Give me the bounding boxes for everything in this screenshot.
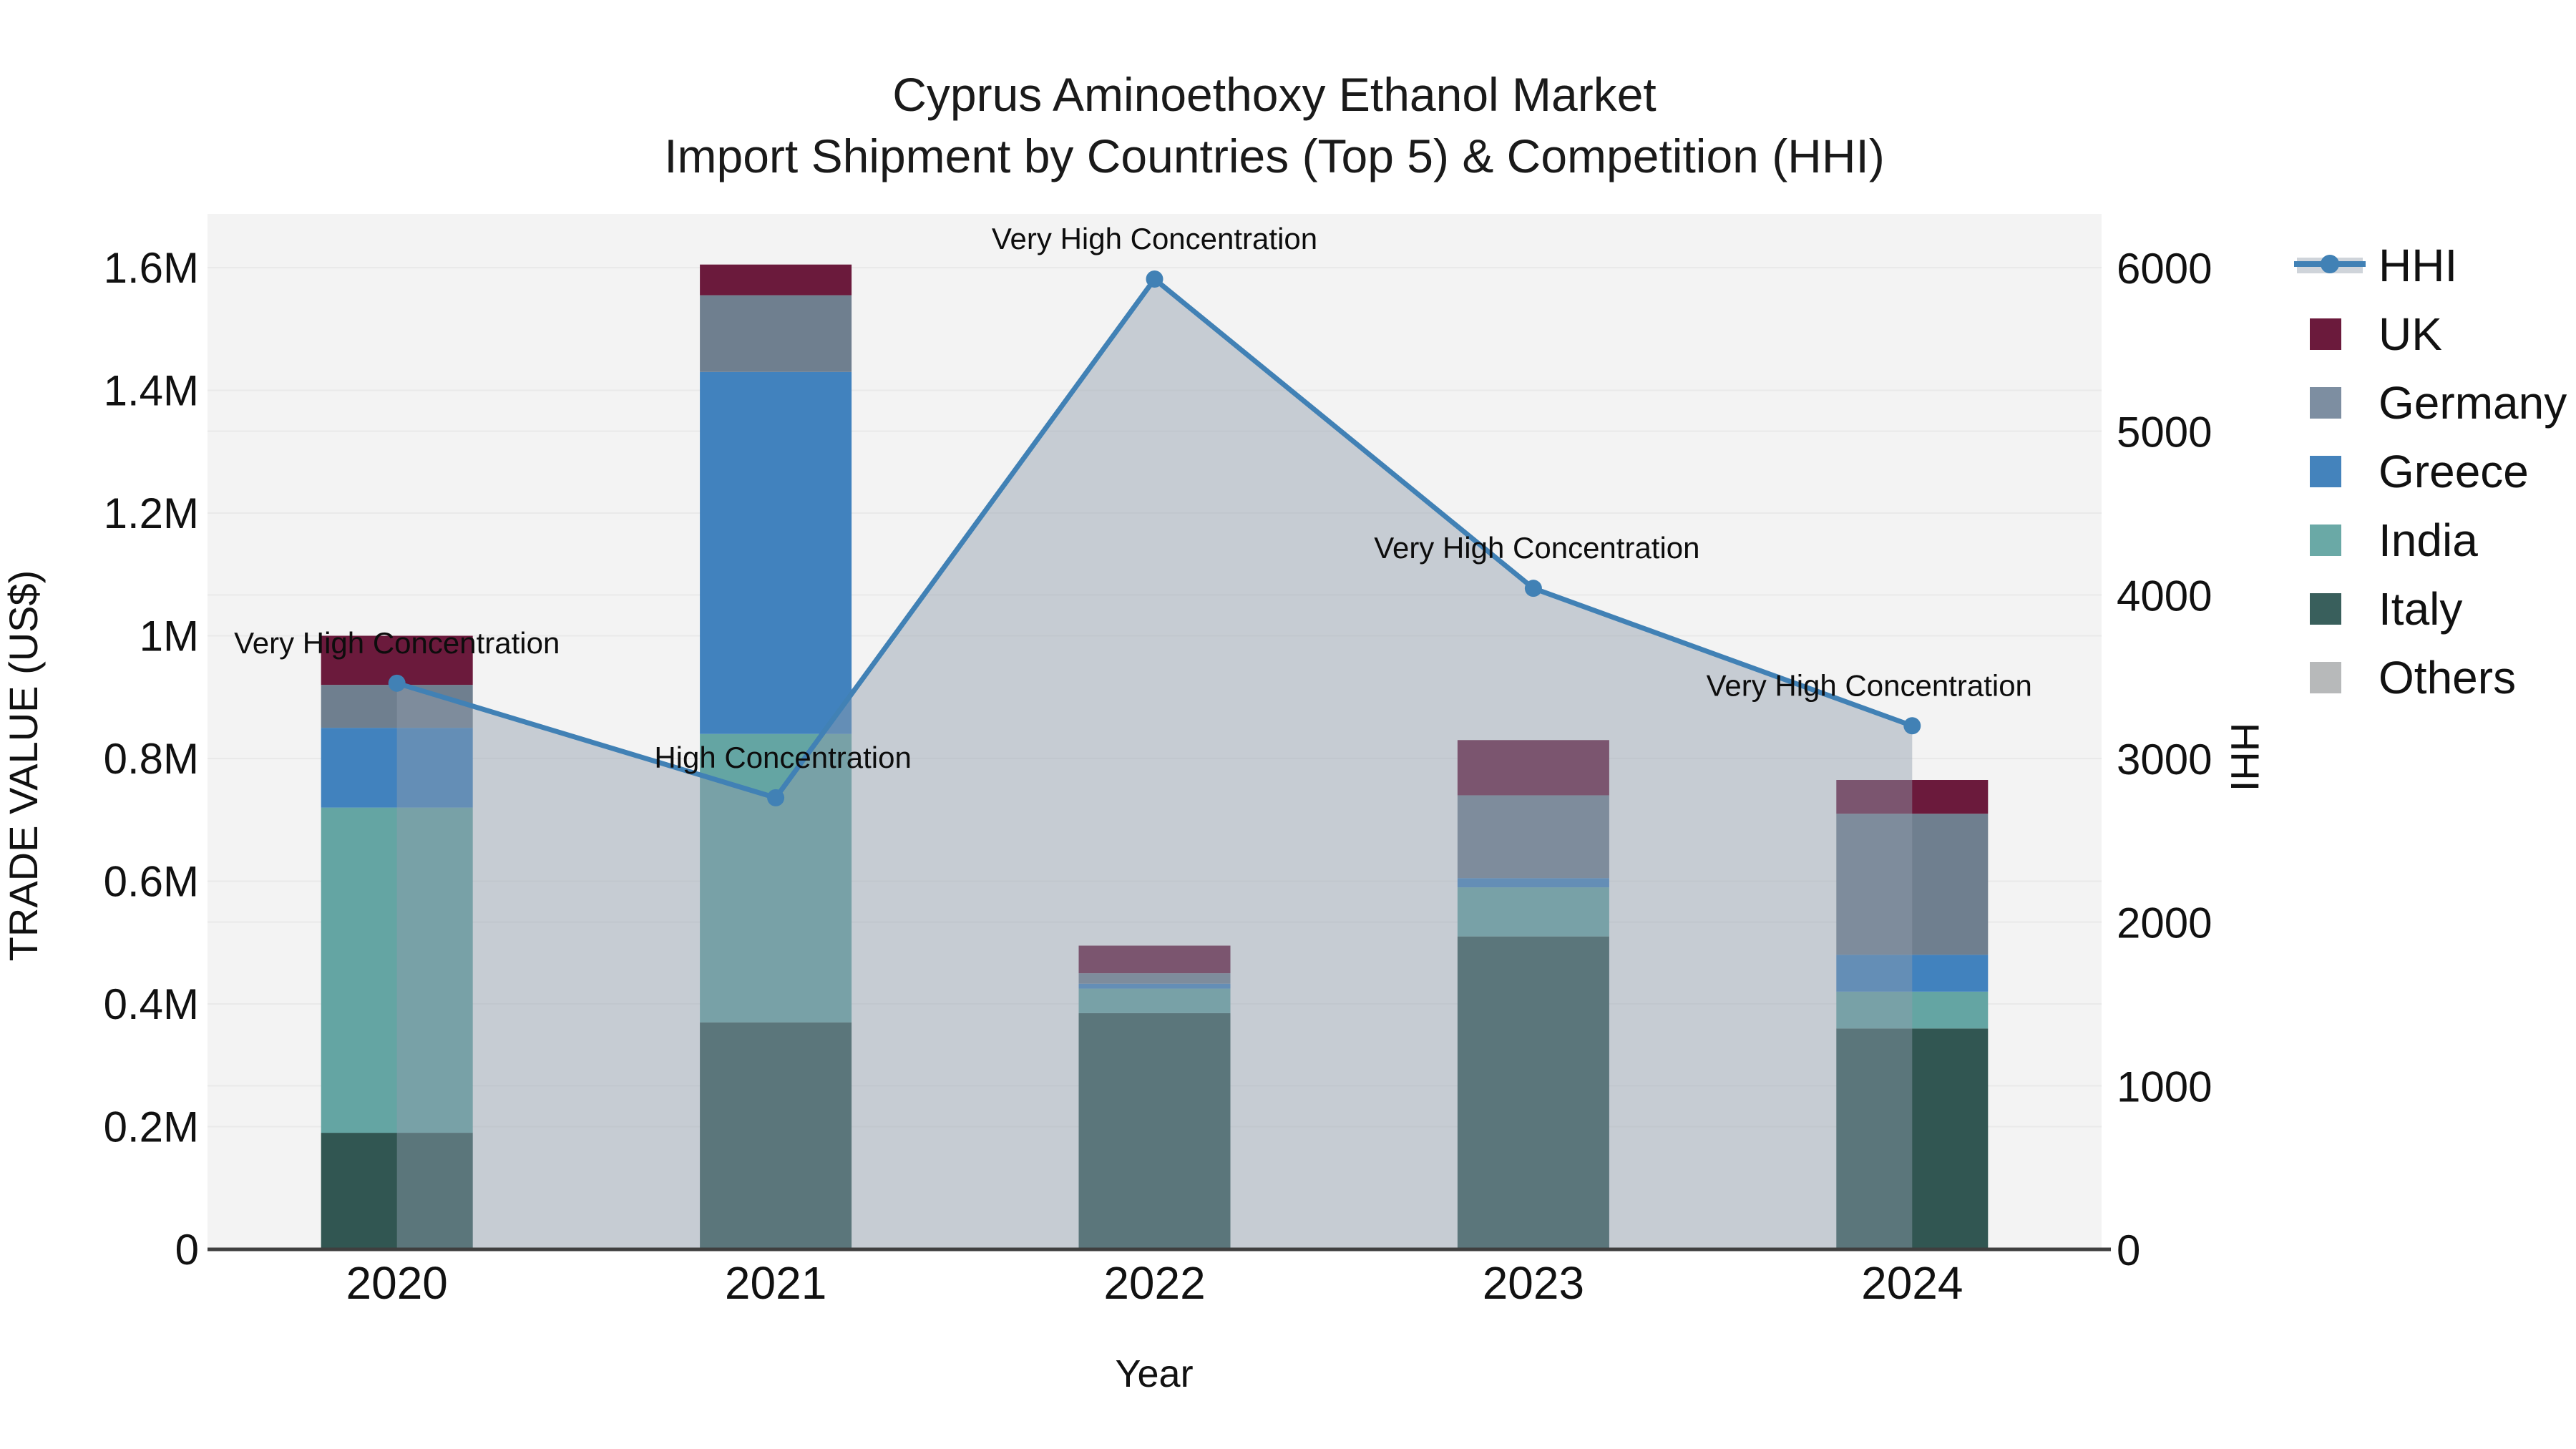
- x-tick-2023: 2023: [1483, 1257, 1584, 1309]
- bar-2021-greece[interactable]: [700, 371, 852, 734]
- chart-subtitle: Import Shipment by Countries (Top 5) & C…: [664, 130, 1885, 182]
- bar-2023-uk[interactable]: [1457, 740, 1609, 796]
- bar-2021-uk[interactable]: [700, 264, 852, 296]
- y-left-tick-0: 0: [175, 1226, 199, 1274]
- x-tick-2020: 2020: [346, 1257, 448, 1309]
- y-left-tick-1M: 1M: [140, 613, 199, 660]
- legend-swatch-others: [2310, 662, 2341, 693]
- hhi-point-2023[interactable]: [1524, 580, 1542, 597]
- legend-item-india[interactable]: India: [2310, 514, 2478, 566]
- bar-2021-germany[interactable]: [700, 295, 852, 372]
- y-left-tick-0.2M: 0.2M: [104, 1103, 199, 1151]
- bar-2022-india[interactable]: [1078, 988, 1231, 1013]
- legend-swatch-germany: [2310, 387, 2341, 419]
- legend-label-greece: Greece: [2379, 446, 2529, 497]
- legend-item-germany[interactable]: Germany: [2310, 377, 2567, 429]
- legend-label-others: Others: [2379, 652, 2516, 703]
- y-axis-left-title: TRADE VALUE (US$): [1, 570, 46, 962]
- y-left-tick-0.6M: 0.6M: [104, 858, 199, 906]
- legend-label-uk: UK: [2379, 308, 2442, 360]
- annotation-2024: Very High Concentration: [1707, 668, 2032, 702]
- y-left-tick-0.4M: 0.4M: [104, 980, 199, 1028]
- bar-2022-greece[interactable]: [1078, 983, 1231, 989]
- bar-2024-uk[interactable]: [1836, 780, 1989, 814]
- bar-2024-italy[interactable]: [1836, 1028, 1989, 1249]
- bar-2023-india[interactable]: [1457, 887, 1609, 937]
- bar-2024-greece[interactable]: [1836, 955, 1989, 992]
- hhi-area-fill: [396, 279, 1913, 1250]
- legend-label-germany: Germany: [2379, 377, 2567, 429]
- x-tick-2021: 2021: [725, 1257, 826, 1309]
- gridlines: [208, 267, 2102, 1128]
- bar-2024-india[interactable]: [1836, 991, 1989, 1029]
- y-axis-left-ticks: 0 0.2M 0.4M 0.6M 0.8M 1M 1.2M 1.4M 1.6M: [104, 244, 199, 1274]
- bar-2024-germany[interactable]: [1836, 814, 1989, 955]
- legend-label-italy: Italy: [2379, 583, 2462, 635]
- y-left-tick-1.2M: 1.2M: [104, 489, 199, 537]
- hhi-point-2021[interactable]: [767, 789, 785, 806]
- y-right-tick-3000: 3000: [2117, 736, 2212, 784]
- bar-2023-greece[interactable]: [1457, 878, 1609, 888]
- hhi-point-2020[interactable]: [388, 674, 406, 692]
- y-right-tick-0: 0: [2117, 1226, 2140, 1274]
- y-right-tick-2000: 2000: [2117, 899, 2212, 947]
- x-tick-2024: 2024: [1861, 1257, 1963, 1309]
- hhi-markers: [388, 270, 1921, 806]
- y-axis-right-title: HHI: [2223, 723, 2268, 791]
- bar-2022-germany[interactable]: [1078, 973, 1231, 984]
- y-right-tick-5000: 5000: [2117, 409, 2212, 457]
- bar-2023-italy[interactable]: [1457, 936, 1609, 1249]
- y-axis-right-ticks: 0 1000 2000 3000 4000 5000 6000: [2117, 245, 2212, 1274]
- chart-title: Cyprus Aminoethoxy Ethanol Market: [892, 68, 1657, 121]
- legend-swatch-india: [2310, 525, 2341, 556]
- legend-item-others[interactable]: Others: [2310, 652, 2516, 703]
- hhi-point-2022[interactable]: [1146, 270, 1163, 288]
- bar-2020-greece[interactable]: [321, 728, 473, 808]
- legend-item-hhi[interactable]: HHI: [2294, 240, 2457, 291]
- y-right-tick-6000: 6000: [2117, 245, 2212, 293]
- legend-swatch-uk: [2310, 318, 2341, 350]
- stacked-bars: [321, 264, 1989, 1249]
- x-axis-ticks: 2020 2021 2022 2023 2024: [346, 1257, 1963, 1309]
- bar-2022-italy[interactable]: [1078, 1013, 1231, 1249]
- legend: HHI UK Germany Greece India Italy Others: [2294, 240, 2567, 703]
- legend-swatch-italy: [2310, 593, 2341, 625]
- legend-item-italy[interactable]: Italy: [2310, 583, 2462, 635]
- x-axis-title: Year: [1115, 1352, 1193, 1395]
- annotations: Very High Concentration High Concentratio…: [234, 222, 2032, 774]
- annotation-2020: Very High Concentration: [234, 626, 560, 660]
- x-tick-2022: 2022: [1103, 1257, 1205, 1309]
- y-right-tick-1000: 1000: [2117, 1063, 2212, 1111]
- hhi-point-2024[interactable]: [1903, 717, 1921, 735]
- y-left-tick-0.8M: 0.8M: [104, 735, 199, 783]
- bar-2023-germany[interactable]: [1457, 795, 1609, 879]
- bar-2021-italy[interactable]: [700, 1022, 852, 1249]
- legend-hhi-marker-icon: [2321, 255, 2339, 273]
- y-left-tick-1.6M: 1.6M: [104, 244, 199, 292]
- y-right-tick-4000: 4000: [2117, 572, 2212, 620]
- legend-label-india: India: [2379, 514, 2478, 566]
- bar-2020-germany[interactable]: [321, 685, 473, 728]
- bar-2020-italy[interactable]: [321, 1133, 473, 1249]
- bar-2020-india[interactable]: [321, 807, 473, 1133]
- legend-item-uk[interactable]: UK: [2310, 308, 2442, 360]
- legend-label-hhi: HHI: [2379, 240, 2457, 291]
- annotation-2021: High Concentration: [654, 741, 912, 774]
- hhi-area-polygon: [396, 279, 1913, 1250]
- bar-2022-uk[interactable]: [1078, 945, 1231, 974]
- y-left-tick-1.4M: 1.4M: [104, 367, 199, 415]
- annotation-2023: Very High Concentration: [1374, 531, 1699, 565]
- legend-item-greece[interactable]: Greece: [2310, 446, 2529, 497]
- legend-swatch-greece: [2310, 456, 2341, 487]
- annotation-2022: Very High Concentration: [992, 222, 1317, 255]
